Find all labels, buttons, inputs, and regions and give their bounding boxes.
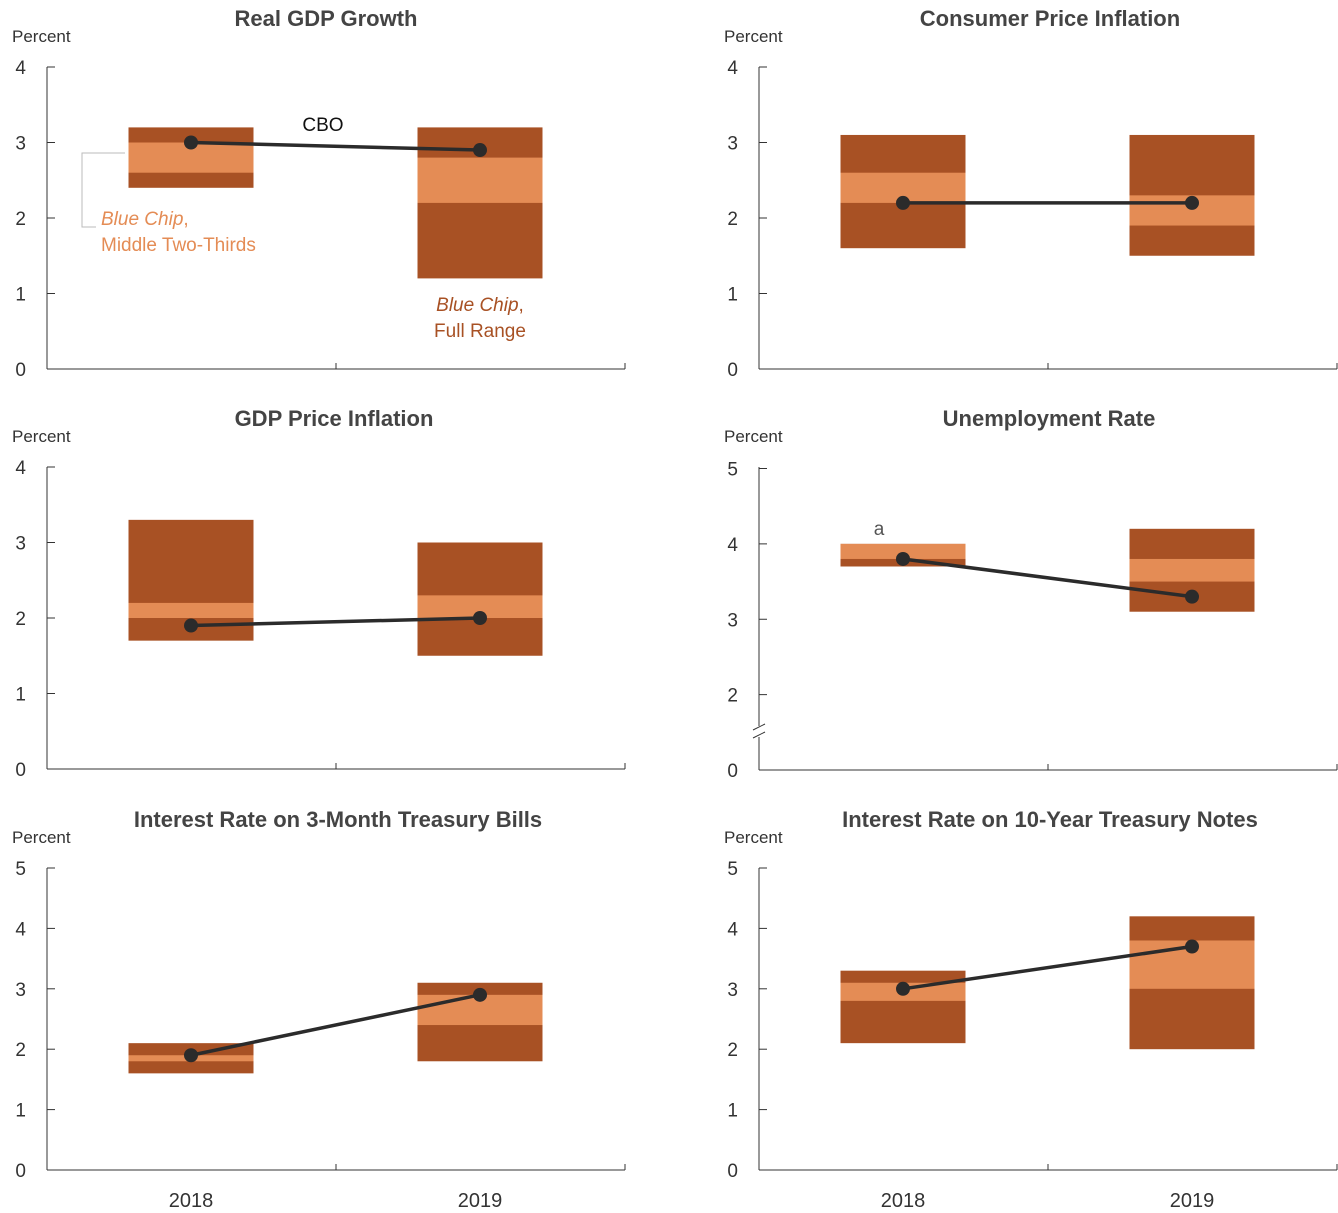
y-axis-unit-label: Percent (12, 427, 71, 446)
full-range-legend-label: Blue Chip, (436, 295, 524, 316)
y-axis-unit-label: Percent (724, 828, 783, 847)
cbo-point-2018 (184, 618, 198, 633)
y-tick-label: 2 (727, 1040, 738, 1061)
y-tick-label: 5 (727, 859, 738, 880)
cbo-point-2019 (1185, 589, 1199, 604)
panel-6: Interest Rate on 10-Year Treasury Notes P… (724, 807, 1338, 1212)
middle-two-thirds-legend-detail: Middle Two-Thirds (101, 235, 256, 256)
x-tick-label-2019: 2019 (458, 1190, 503, 1212)
middle-two-thirds-bar-2019 (1129, 558, 1255, 582)
x-tick-label-2019: 2019 (1170, 1190, 1215, 1212)
y-tick-label: 3 (15, 980, 26, 1001)
y-tick-label: 2 (15, 1040, 26, 1061)
cbo-series-label: CBO (302, 115, 343, 136)
cbo-point-2019 (1185, 195, 1199, 210)
y-tick-label: 0 (727, 1161, 738, 1182)
panel-title: Interest Rate on 3-Month Treasury Bills (134, 807, 542, 832)
y-tick-label: 4 (15, 458, 26, 479)
cbo-point-2019 (473, 611, 487, 625)
x-tick-label-2018: 2018 (169, 1190, 214, 1212)
cbo-point-2018 (184, 135, 198, 150)
y-tick-label: 0 (15, 360, 26, 381)
cbo-point-2019 (473, 987, 487, 1002)
full-range-legend-detail: Full Range (434, 321, 526, 342)
y-tick-label: 1 (727, 1101, 738, 1122)
y-axis-unit-label: Percent (724, 427, 783, 446)
cbo-line (190, 140, 481, 152)
y-tick-label: 4 (15, 58, 26, 79)
y-tick-label: 4 (727, 58, 738, 79)
y-tick-label: 1 (15, 685, 26, 706)
panel-title: Interest Rate on 10-Year Treasury Notes (842, 807, 1258, 832)
cbo-line (902, 557, 1193, 599)
panel-1: Real GDP Growth Percent 0 1 2 3 4 CBO Blue Chip,… (12, 6, 626, 381)
y-tick-label: 3 (15, 134, 26, 155)
cbo-point-2018 (896, 195, 910, 210)
y-tick-label: 3 (15, 534, 26, 555)
y-tick-label: 5 (15, 859, 26, 880)
y-tick-label: 4 (727, 535, 738, 556)
y-tick-label: 3 (727, 980, 738, 1001)
y-tick-label: 1 (15, 285, 26, 306)
y-axis-unit-label: Percent (724, 27, 783, 46)
y-tick-label: 1 (727, 285, 738, 306)
y-tick-label: 4 (727, 919, 738, 940)
middle-two-thirds-bar-2019 (417, 595, 543, 618)
y-tick-label: 0 (727, 761, 738, 782)
middle-two-thirds-legend-comma: , (183, 209, 188, 230)
y-tick-label: 1 (15, 1101, 26, 1122)
middle-two-thirds-bar-2018 (128, 602, 254, 618)
cbo-point-2019 (473, 143, 487, 158)
panel-title: Consumer Price Inflation (920, 6, 1180, 31)
middle-two-thirds-legend-name: Blue Chip (101, 209, 183, 230)
y-tick-label: 0 (15, 1161, 26, 1182)
axis-break-mark (752, 723, 766, 731)
middle-two-thirds-bar-2019 (417, 157, 543, 203)
y-tick-label: 5 (727, 460, 738, 481)
y-tick-label: 2 (727, 686, 738, 707)
y-axis-unit-label: Percent (12, 828, 71, 847)
panel-4: Unemployment Rate Percent 0 2 3 4 5 a (724, 406, 1338, 782)
y-tick-label: 3 (727, 610, 738, 631)
cbo-line (902, 944, 1193, 991)
panel-title: Unemployment Rate (943, 406, 1156, 431)
axis-break-mark (752, 731, 766, 739)
panel-2: Consumer Price Inflation Percent 0 1 2 3 4 (724, 6, 1338, 381)
x-tick-label-2018: 2018 (881, 1190, 926, 1212)
y-tick-label: 0 (15, 760, 26, 781)
y-axis-unit-label: Percent (12, 27, 71, 46)
panel-title: Real GDP Growth (235, 6, 418, 31)
y-tick-label: 4 (15, 919, 26, 940)
y-tick-label: 2 (727, 209, 738, 230)
legend-bracket (81, 152, 125, 228)
y-tick-label: 0 (727, 360, 738, 381)
cbo-line (190, 616, 481, 628)
y-tick-label: 2 (15, 609, 26, 630)
y-tick-label: 3 (727, 134, 738, 155)
cbo-point-2018 (896, 551, 910, 566)
middle-two-thirds-legend-label: Blue Chip, (101, 209, 189, 230)
y-tick-label: 2 (15, 209, 26, 230)
panel-5: Interest Rate on 3-Month Treasury Bills P… (12, 807, 626, 1212)
full-range-legend-comma: , (519, 295, 524, 316)
cbo-point-2018 (184, 1048, 198, 1063)
cbo-point-2019 (1185, 939, 1199, 954)
middle-two-thirds-bar-2018 (840, 543, 966, 559)
cbo-line (190, 993, 481, 1057)
full-range-legend-name: Blue Chip (436, 295, 518, 316)
panel-3: GDP Price Inflation Percent 0 1 2 3 4 (12, 406, 626, 781)
footnote-marker: a (874, 519, 885, 540)
panel-title: GDP Price Inflation (235, 406, 434, 431)
cbo-point-2018 (896, 981, 910, 996)
